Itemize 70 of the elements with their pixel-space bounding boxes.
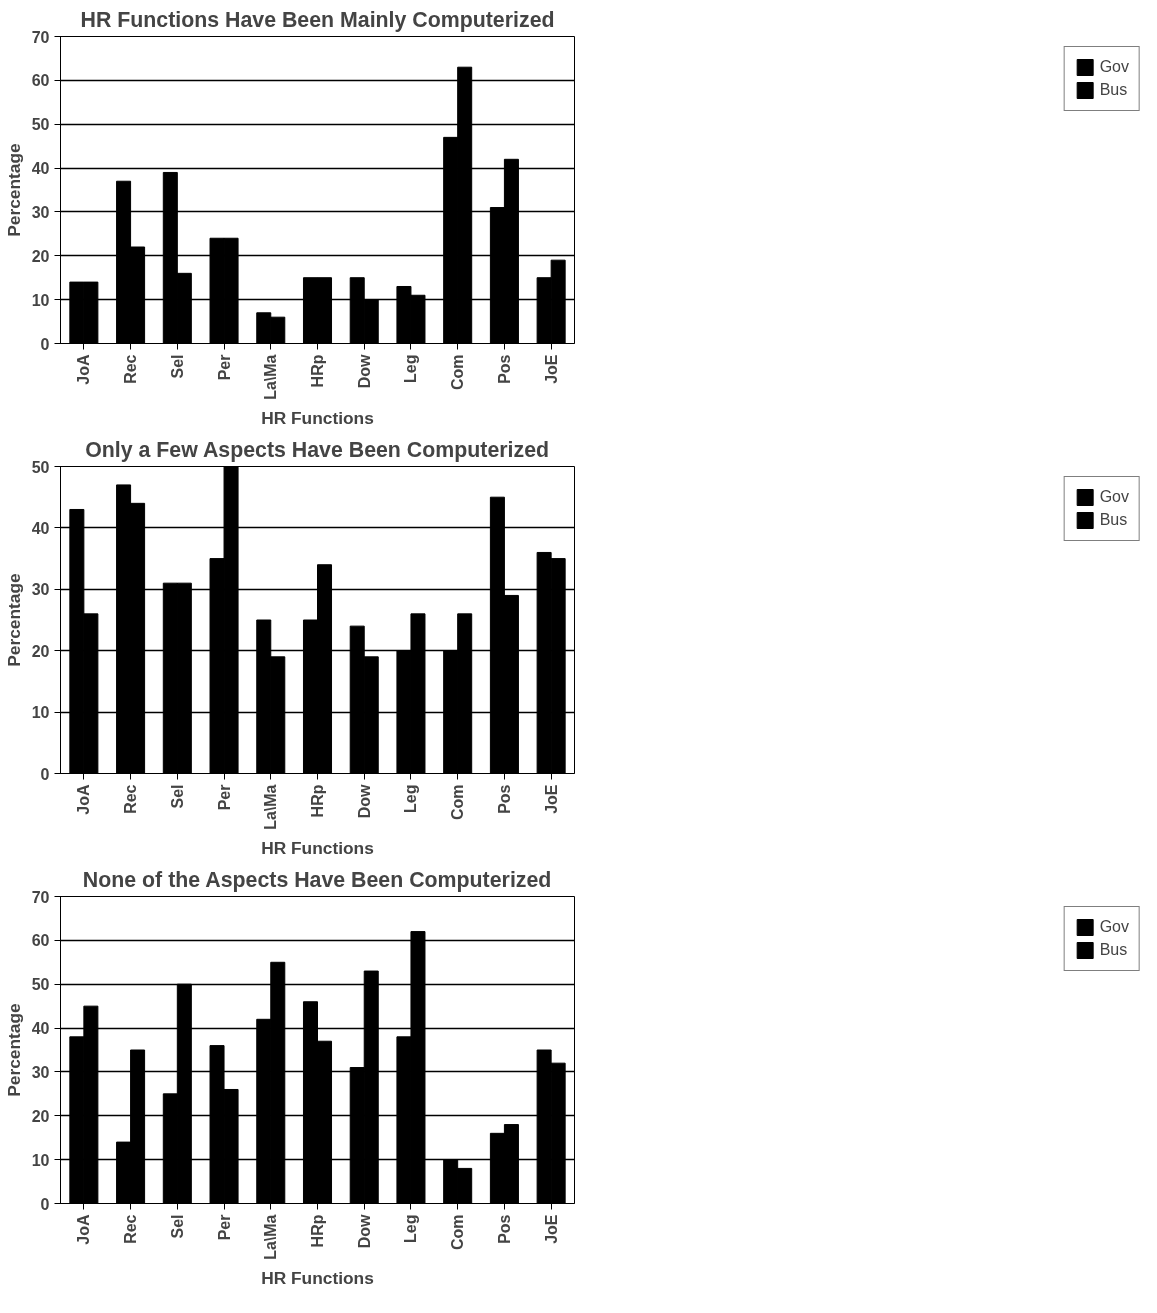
y-tick-label: 40 [31,160,50,178]
x-tick-label: Dow [355,1213,373,1249]
y-tick-label: 30 [31,1063,50,1081]
chart-title: Only a Few Aspects Have Been Computerized [85,437,550,462]
y-tick-label: 60 [31,72,50,90]
x-tick-label: Per [215,354,233,381]
x-tick-label: Pos [495,354,513,384]
y-tick-label: 50 [31,116,50,134]
legend-label: Gov [1099,488,1129,506]
y-tick-label: 50 [31,458,50,476]
x-axis-title: HR Functions [261,407,374,428]
x-tick-label: Dow [355,353,373,389]
y-tick-label: 10 [31,291,50,309]
legend-label: Bus [1099,511,1128,529]
x-tick-label: Per [215,784,233,811]
x-tick-label: Com [449,354,467,391]
x-tick-label: Dow [355,783,373,819]
x-tick-label: Pos [495,1214,513,1244]
x-axis-title: HR Functions [261,1267,374,1288]
y-axis-title: Percentage [3,572,24,667]
x-tick-label: JoA [75,1214,93,1245]
x-tick-label: Rec [122,354,140,384]
x-tick-label: Rec [122,1214,140,1244]
y-tick-label: 60 [31,932,50,950]
x-tick-label: Leg [402,354,420,383]
y-tick-label: 0 [40,1195,50,1213]
y-tick-label: 20 [31,642,50,660]
x-tick-label: HRp [309,1214,326,1248]
x-tick-label: La\Ma [262,354,280,400]
y-axis-title: Percentage [3,1002,24,1097]
x-tick-label: La\Ma [262,784,280,830]
y-axis-title: Percentage [3,142,24,237]
x-tick-label: JoE [542,354,560,384]
x-tick-label: HRp [309,354,326,388]
y-tick-label: 70 [31,28,50,46]
x-tick-label: JoE [542,1214,560,1244]
y-tick-label: 10 [31,704,50,722]
x-tick-label: Sel [168,784,186,809]
x-tick-label: Leg [402,1214,420,1243]
y-tick-label: 40 [31,519,50,537]
x-axis-title: HR Functions [261,837,374,858]
legend-label: Bus [1099,81,1128,99]
x-tick-label: Sel [168,1214,186,1239]
y-tick-label: 70 [31,888,50,906]
y-tick-label: 20 [31,247,50,265]
x-tick-label: Sel [168,354,186,379]
x-tick-label: Per [215,1214,233,1241]
y-tick-label: 30 [31,203,50,221]
y-tick-label: 0 [40,765,50,783]
y-tick-label: 0 [40,335,50,353]
y-tick-label: 30 [31,581,50,599]
x-tick-label: JoA [75,354,93,385]
legend-label: Gov [1099,918,1129,936]
y-tick-label: 10 [31,1151,50,1169]
y-tick-label: 20 [31,1107,50,1125]
x-tick-label: La\Ma [262,1214,280,1260]
x-tick-label: HRp [309,784,326,818]
chart-title: HR Functions Have Been Mainly Computerized [80,7,555,32]
x-tick-label: Com [449,1214,467,1251]
y-tick-label: 50 [31,976,50,994]
legend-label: Bus [1099,941,1128,959]
legend-label: Gov [1099,58,1129,76]
x-tick-label: JoA [75,784,93,815]
x-tick-label: Pos [495,784,513,814]
x-tick-label: Com [449,784,467,821]
y-tick-label: 40 [31,1020,50,1038]
x-tick-label: Rec [122,784,140,814]
chart-title: None of the Aspects Have Been Computerized [82,867,552,892]
x-tick-label: Leg [402,784,420,813]
x-tick-label: JoE [542,784,560,814]
